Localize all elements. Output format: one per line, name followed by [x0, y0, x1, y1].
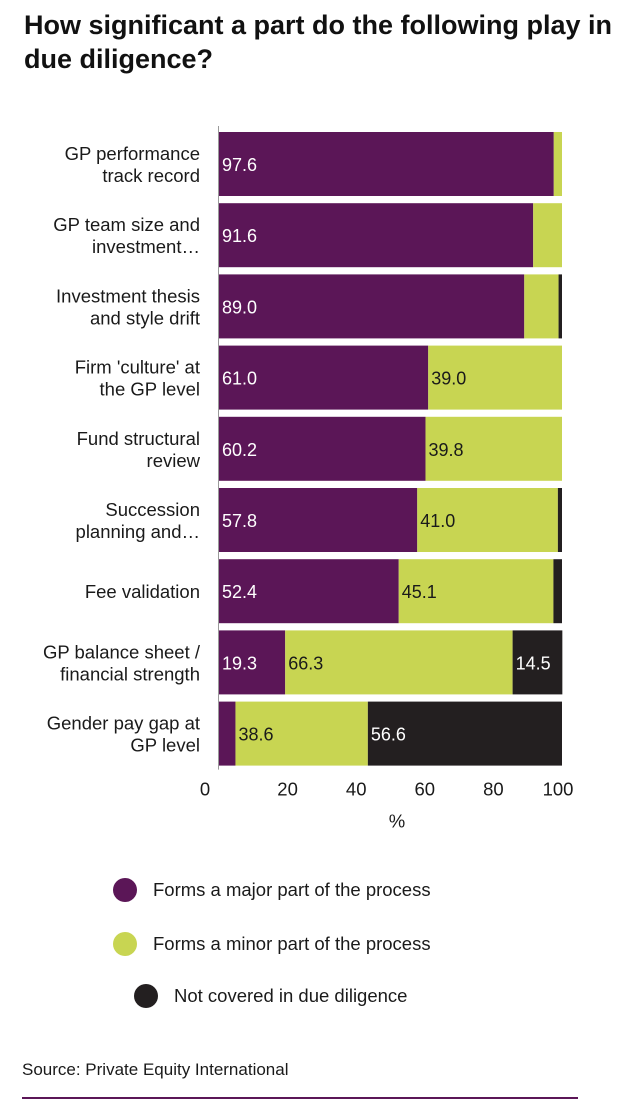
data-label-9-2: 38.6 [238, 725, 273, 745]
legend-swatch-not-covered [134, 984, 158, 1008]
bar-forms-a-major-part-of-the-process-3 [219, 274, 525, 339]
bar-forms-a-minor-part-of-the-process-3 [524, 274, 559, 339]
legend: Forms a major part of the process Forms … [0, 860, 634, 1030]
legend-item-major: Forms a major part of the process [113, 878, 431, 902]
bar-forms-a-major-part-of-the-process-9 [219, 701, 236, 766]
category-label-5-line-2: review [147, 450, 201, 471]
x-tick-label-40: 40 [346, 779, 367, 800]
x-tick-label-80: 80 [483, 779, 504, 800]
data-label-7-1: 52.4 [222, 582, 257, 602]
data-label-7-2: 45.1 [402, 582, 437, 602]
bar-not-covered-in-due-diligence-8 [512, 630, 563, 695]
bar-forms-a-major-part-of-the-process-4 [219, 345, 429, 410]
data-label-2-1: 91.6 [222, 226, 257, 246]
bar-not-covered-in-due-diligence-7 [553, 559, 562, 624]
data-label-8-3: 14.5 [516, 653, 551, 673]
data-label-6-1: 57.8 [222, 511, 257, 531]
legend-item-not-covered: Not covered in due diligence [134, 984, 407, 1008]
x-tick-label-20: 20 [277, 779, 298, 800]
data-label-4-1: 61.0 [222, 369, 257, 389]
bar-forms-a-minor-part-of-the-process-1 [553, 132, 562, 196]
x-tick-label-60: 60 [415, 779, 436, 800]
bar-not-covered-in-due-diligence-6 [557, 488, 562, 552]
legend-label-not-covered: Not covered in due diligence [174, 985, 408, 1006]
data-label-3-1: 89.0 [222, 297, 257, 317]
data-label-8-1: 19.3 [222, 653, 257, 673]
bar-forms-a-major-part-of-the-process-2 [219, 203, 534, 268]
legend-item-minor: Forms a minor part of the process [113, 932, 431, 956]
bar-forms-a-major-part-of-the-process-5 [219, 416, 426, 481]
category-label-8-line-2: financial strength [60, 663, 200, 684]
bar-forms-a-minor-part-of-the-process-8 [285, 630, 513, 695]
bar-forms-a-major-part-of-the-process-8 [219, 630, 286, 695]
bar-forms-a-major-part-of-the-process-7 [219, 559, 399, 624]
category-label-1-line-1: GP performance [65, 143, 200, 164]
bar-forms-a-minor-part-of-the-process-5 [425, 416, 562, 481]
x-axis-title: % [389, 811, 405, 832]
legend-swatch-major [113, 878, 137, 902]
legend-label-major: Forms a major part of the process [153, 879, 431, 900]
category-label-1-line-2: track record [102, 165, 200, 186]
category-label-8-line-1: GP balance sheet / [43, 641, 201, 662]
category-label-5-line-1: Fund structural [77, 428, 200, 449]
data-label-5-1: 60.2 [222, 440, 257, 460]
legend-swatch-minor [113, 932, 137, 956]
category-label-6-line-2: planning and… [76, 521, 200, 542]
category-label-2-line-2: investment… [92, 236, 200, 257]
data-label-5-2: 39.8 [428, 440, 463, 460]
bar-forms-a-major-part-of-the-process-1 [219, 132, 554, 196]
category-label-4-line-1: Firm 'culture' at [75, 357, 200, 378]
bar-forms-a-minor-part-of-the-process-7 [398, 559, 554, 624]
category-label-7: Fee validation [85, 581, 200, 602]
data-label-1-1: 97.6 [222, 155, 257, 175]
category-label-3-line-1: Investment thesis [56, 285, 200, 306]
footer-rule [22, 1097, 578, 1099]
x-tick-label-100: 100 [543, 779, 574, 800]
category-label-2-line-1: GP team size and [53, 214, 200, 235]
bar-not-covered-in-due-diligence-3 [558, 274, 562, 339]
data-label-9-3: 56.6 [371, 725, 406, 745]
category-label-9-line-1: Gender pay gap at [47, 713, 200, 734]
chart-title: How significant a part do the following … [24, 10, 613, 74]
data-label-4-2: 39.0 [431, 369, 466, 389]
bar-forms-a-minor-part-of-the-process-4 [428, 345, 562, 410]
category-label-3-line-2: and style drift [90, 307, 200, 328]
bar-forms-a-major-part-of-the-process-6 [219, 488, 418, 552]
bar-forms-a-minor-part-of-the-process-6 [417, 488, 558, 552]
legend-label-minor: Forms a minor part of the process [153, 933, 431, 954]
category-label-4-line-2: the GP level [100, 379, 200, 400]
bar-forms-a-minor-part-of-the-process-2 [533, 203, 562, 268]
source-note: Source: Private Equity International [22, 1060, 289, 1079]
bar-not-covered-in-due-diligence-9 [367, 701, 562, 766]
category-label-9-line-2: GP level [130, 735, 200, 756]
x-tick-label-0: 0 [200, 779, 210, 800]
data-label-8-2: 66.3 [288, 653, 323, 673]
category-label-6-line-1: Succession [105, 499, 200, 520]
bar-forms-a-minor-part-of-the-process-9 [235, 701, 368, 766]
data-label-6-2: 41.0 [420, 511, 455, 531]
